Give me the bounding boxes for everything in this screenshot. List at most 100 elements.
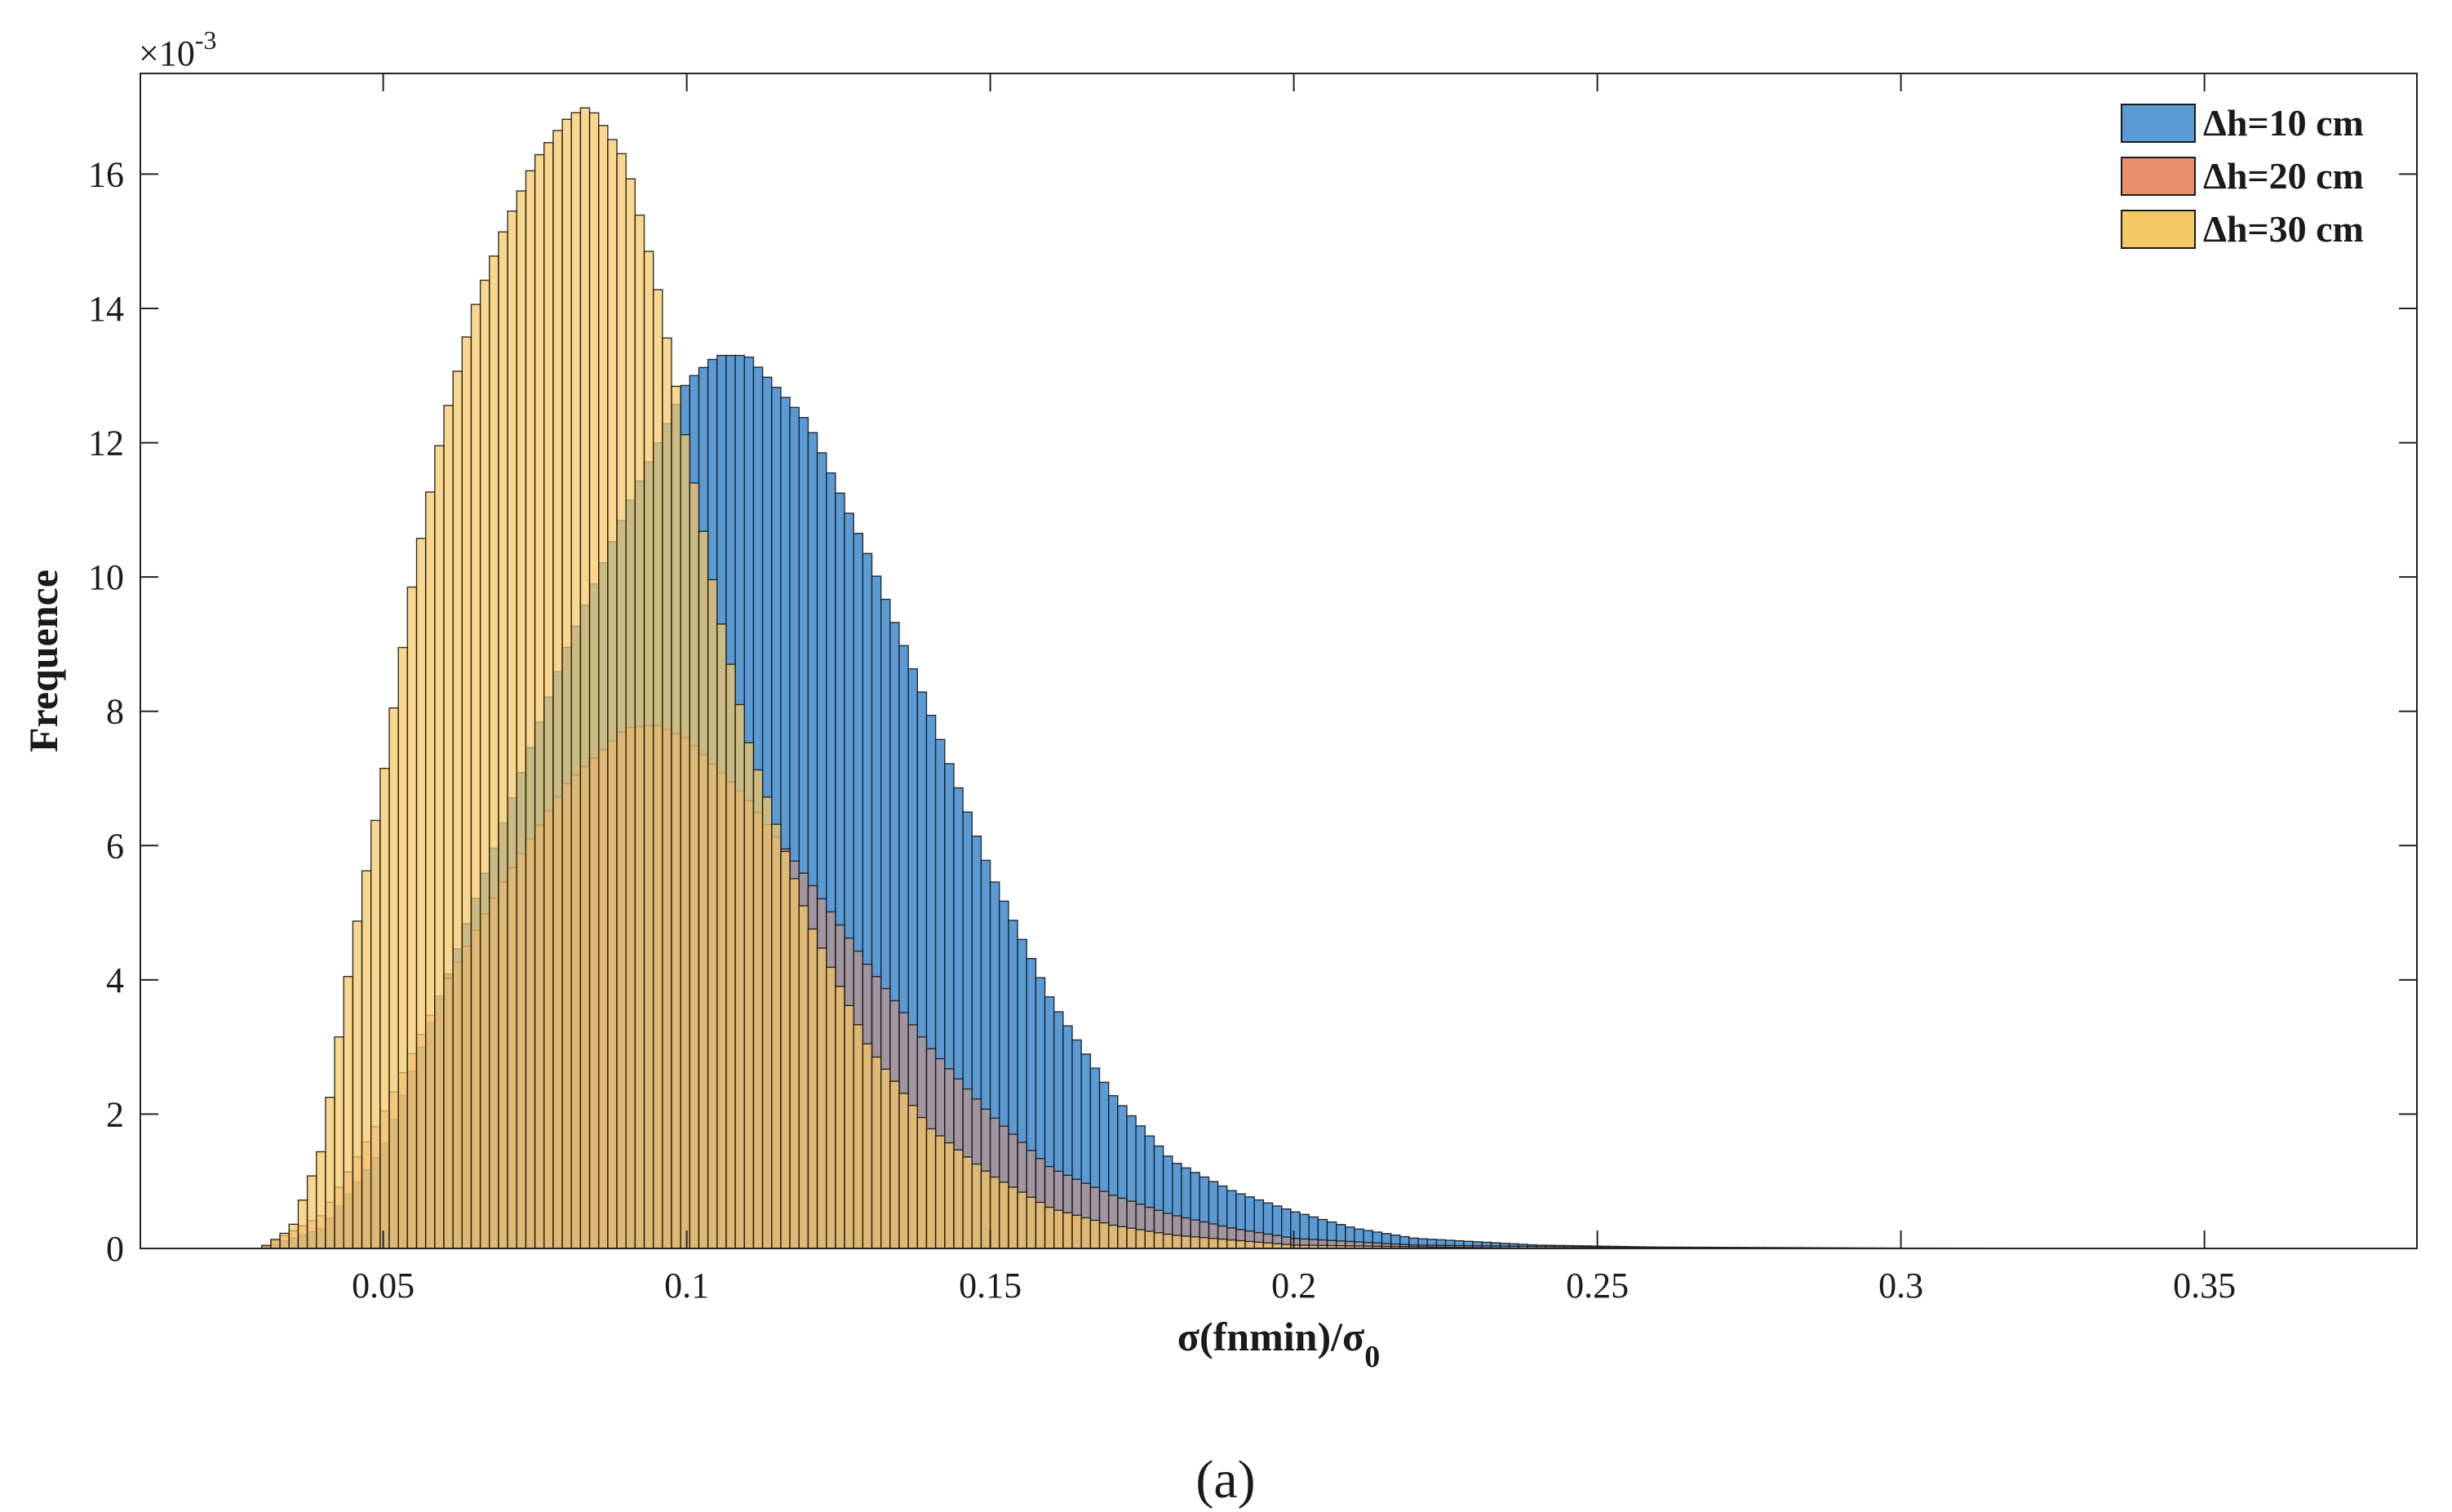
y-axis-title: Frequence (20, 570, 66, 752)
histogram-bar (807, 928, 818, 1249)
histogram-bar (725, 663, 736, 1249)
histogram-bar (980, 1170, 991, 1249)
histogram-bar (671, 385, 681, 1249)
histogram-bar (662, 337, 672, 1249)
histogram-bar (361, 870, 372, 1249)
histogram-bar (406, 586, 418, 1249)
histogram-bar (743, 742, 755, 1249)
legend-swatch (2121, 157, 2196, 196)
axis-ticks (140, 73, 2417, 1249)
legend-item: Δh=10 cm (2121, 102, 2364, 144)
histogram-bar (752, 769, 764, 1249)
histogram-bar (771, 823, 782, 1249)
histogram-bar (798, 905, 809, 1249)
histogram-bar (470, 304, 481, 1249)
histogram-bar (962, 1156, 973, 1249)
histogram-bar (1107, 1224, 1119, 1249)
histogram-bar (316, 1151, 326, 1249)
legend-swatch (2121, 210, 2196, 249)
histogram-bar (1017, 1191, 1027, 1249)
histogram-bar (570, 112, 582, 1249)
histogram-bar (953, 1149, 964, 1249)
histogram-bar (279, 1232, 290, 1249)
histogram-bar (415, 538, 427, 1249)
histogram-bar (397, 646, 409, 1249)
axis-tick-labels: 0.05 0.1 0.15 0.2 0.25 0.3 0.35 0 2 4 6 8 10 12 14 16 (88, 154, 2236, 1306)
histogram-bar (816, 947, 827, 1249)
histogram-bar (1226, 1239, 1237, 1249)
histogram-bar (989, 1176, 1000, 1249)
histogram-bar (1044, 1206, 1055, 1249)
histogram-bar (880, 1068, 891, 1249)
histogram-bar (761, 796, 773, 1249)
histogram-bar (871, 1056, 882, 1249)
histogram-bar (1008, 1186, 1018, 1249)
histogram-bars (261, 107, 2157, 1249)
histogram-bar (789, 878, 800, 1249)
histogram-bar (643, 251, 654, 1249)
histogram-bar (1262, 1242, 1274, 1249)
histogram-bar (826, 966, 836, 1249)
histogram-bar (552, 130, 563, 1249)
histogram-bar (424, 491, 436, 1249)
histogram-bar (434, 445, 445, 1249)
histogram-bar (971, 1163, 982, 1249)
histogram-bar (716, 623, 727, 1249)
histogram-bar (616, 153, 627, 1249)
histogram-bar (498, 231, 508, 1249)
histogram-bar (925, 1128, 937, 1249)
histogram-bar (543, 142, 554, 1249)
histogram-bar (1080, 1217, 1092, 1249)
y-tick-label: 6 (106, 826, 124, 866)
histogram-bar (853, 1024, 864, 1249)
histogram-bar (461, 336, 472, 1249)
histogram-bar (1071, 1214, 1082, 1249)
histogram-bar (561, 118, 572, 1249)
histogram-bar (1126, 1227, 1137, 1249)
legend-label: Δh=30 cm (2203, 208, 2364, 250)
histogram-bar (916, 1116, 928, 1249)
y-tick-label: 10 (88, 557, 124, 597)
y-tick-label: 14 (88, 289, 124, 329)
legend: Δh=10 cm Δh=20 cm Δh=30 cm (2121, 102, 2364, 250)
histogram-bar (1217, 1238, 1228, 1249)
histogram-bar (489, 255, 499, 1249)
histogram-bar (999, 1182, 1009, 1249)
histogram-bar (343, 976, 354, 1249)
histogram-bar (297, 1199, 308, 1249)
histogram-bar (270, 1239, 281, 1249)
histogram-bar (325, 1097, 335, 1249)
histogram-bar (780, 850, 791, 1249)
y-tick-label: 16 (88, 154, 124, 194)
histogram-bar (835, 986, 845, 1249)
histogram-bar (479, 279, 490, 1249)
histogram-bar (652, 289, 663, 1249)
histogram-bar (579, 107, 591, 1249)
x-tick-label: 0.3 (1878, 1266, 1923, 1306)
histogram-bar (1235, 1239, 1246, 1249)
histogram-bar (1244, 1240, 1255, 1249)
histogram-bar (844, 1004, 854, 1249)
histogram-bar (1098, 1222, 1110, 1249)
y-tick-label: 2 (106, 1094, 124, 1134)
histogram-bar (1172, 1235, 1182, 1249)
histogram-bar (525, 170, 536, 1249)
x-tick-label: 0.15 (959, 1266, 1022, 1306)
histogram-bar (1181, 1235, 1191, 1249)
histogram-bar (1026, 1196, 1037, 1249)
histogram-bar (907, 1105, 919, 1249)
histogram-bar (598, 125, 609, 1249)
legend-item: Δh=30 cm (2121, 208, 2364, 250)
histogram-bar (306, 1175, 317, 1249)
legend-label: Δh=20 cm (2203, 155, 2364, 197)
histogram-bar (1162, 1233, 1173, 1249)
y-tick-label: 12 (88, 423, 124, 463)
histogram-bar (1062, 1212, 1073, 1249)
x-tick-label: 0.1 (664, 1266, 709, 1306)
histogram-bar (352, 920, 363, 1249)
histogram-bar (443, 405, 454, 1249)
legend-swatch (2121, 104, 2196, 143)
histogram-bar (1253, 1241, 1265, 1249)
histogram-bar (1135, 1229, 1146, 1249)
histogram-bar (288, 1223, 299, 1249)
